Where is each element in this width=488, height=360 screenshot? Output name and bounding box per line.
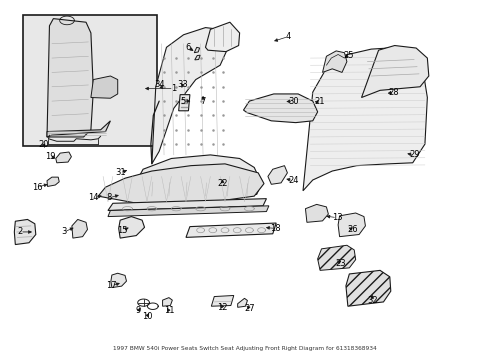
Polygon shape [243,94,317,123]
Text: 34: 34 [154,81,164,90]
Polygon shape [361,45,428,98]
Text: 6: 6 [185,43,191,52]
Polygon shape [108,206,268,217]
Text: 7: 7 [200,96,205,105]
Polygon shape [152,28,229,164]
Text: 33: 33 [177,81,187,90]
Polygon shape [119,217,144,238]
Text: 22: 22 [217,179,227,188]
Text: 31: 31 [115,168,125,177]
Text: 9: 9 [135,306,141,315]
Text: 11: 11 [163,306,174,315]
Polygon shape [345,270,390,306]
Polygon shape [322,51,346,72]
Polygon shape [194,55,200,60]
Text: 15: 15 [117,226,127,235]
Polygon shape [211,296,233,306]
Text: 3: 3 [61,228,67,237]
Polygon shape [162,298,172,306]
Polygon shape [205,22,239,51]
Polygon shape [14,220,36,244]
Text: 19: 19 [45,152,56,161]
Polygon shape [267,166,287,184]
Polygon shape [47,19,93,137]
Polygon shape [111,273,126,288]
Polygon shape [47,177,59,186]
Bar [22,15,157,146]
Polygon shape [185,223,276,237]
Text: 23: 23 [335,259,346,268]
Polygon shape [178,95,189,111]
Polygon shape [136,155,261,198]
Text: 16: 16 [32,183,42,192]
Text: 26: 26 [347,225,357,234]
Text: 20: 20 [38,140,49,149]
Polygon shape [56,152,71,163]
Polygon shape [108,199,266,211]
Text: 1997 BMW 540i Power Seats Switch Seat Adjusting Front Right Diagram for 61318368: 1997 BMW 540i Power Seats Switch Seat Ad… [112,346,376,351]
Text: 18: 18 [270,224,281,233]
Text: 24: 24 [287,176,298,185]
Text: 32: 32 [366,296,377,305]
Polygon shape [72,220,87,238]
Polygon shape [237,298,247,307]
Text: 17: 17 [106,281,117,290]
Text: 2: 2 [18,228,23,237]
Text: 28: 28 [387,87,398,96]
Polygon shape [303,47,427,191]
Text: 14: 14 [88,193,99,202]
Text: 10: 10 [142,312,152,321]
Text: 5: 5 [180,96,185,105]
Text: 29: 29 [408,150,419,159]
Polygon shape [91,76,118,98]
Text: 8: 8 [106,193,111,202]
Text: 1: 1 [171,84,176,93]
Text: 12: 12 [217,303,227,312]
Text: 21: 21 [314,97,325,106]
Text: 13: 13 [331,213,342,222]
Polygon shape [317,245,355,270]
Text: 30: 30 [287,96,298,105]
Text: 25: 25 [343,51,353,60]
Polygon shape [98,164,264,205]
Text: 4: 4 [285,32,290,41]
Polygon shape [337,213,365,237]
Polygon shape [47,121,110,137]
Polygon shape [305,204,328,222]
Polygon shape [194,47,199,53]
Text: 27: 27 [244,304,254,313]
